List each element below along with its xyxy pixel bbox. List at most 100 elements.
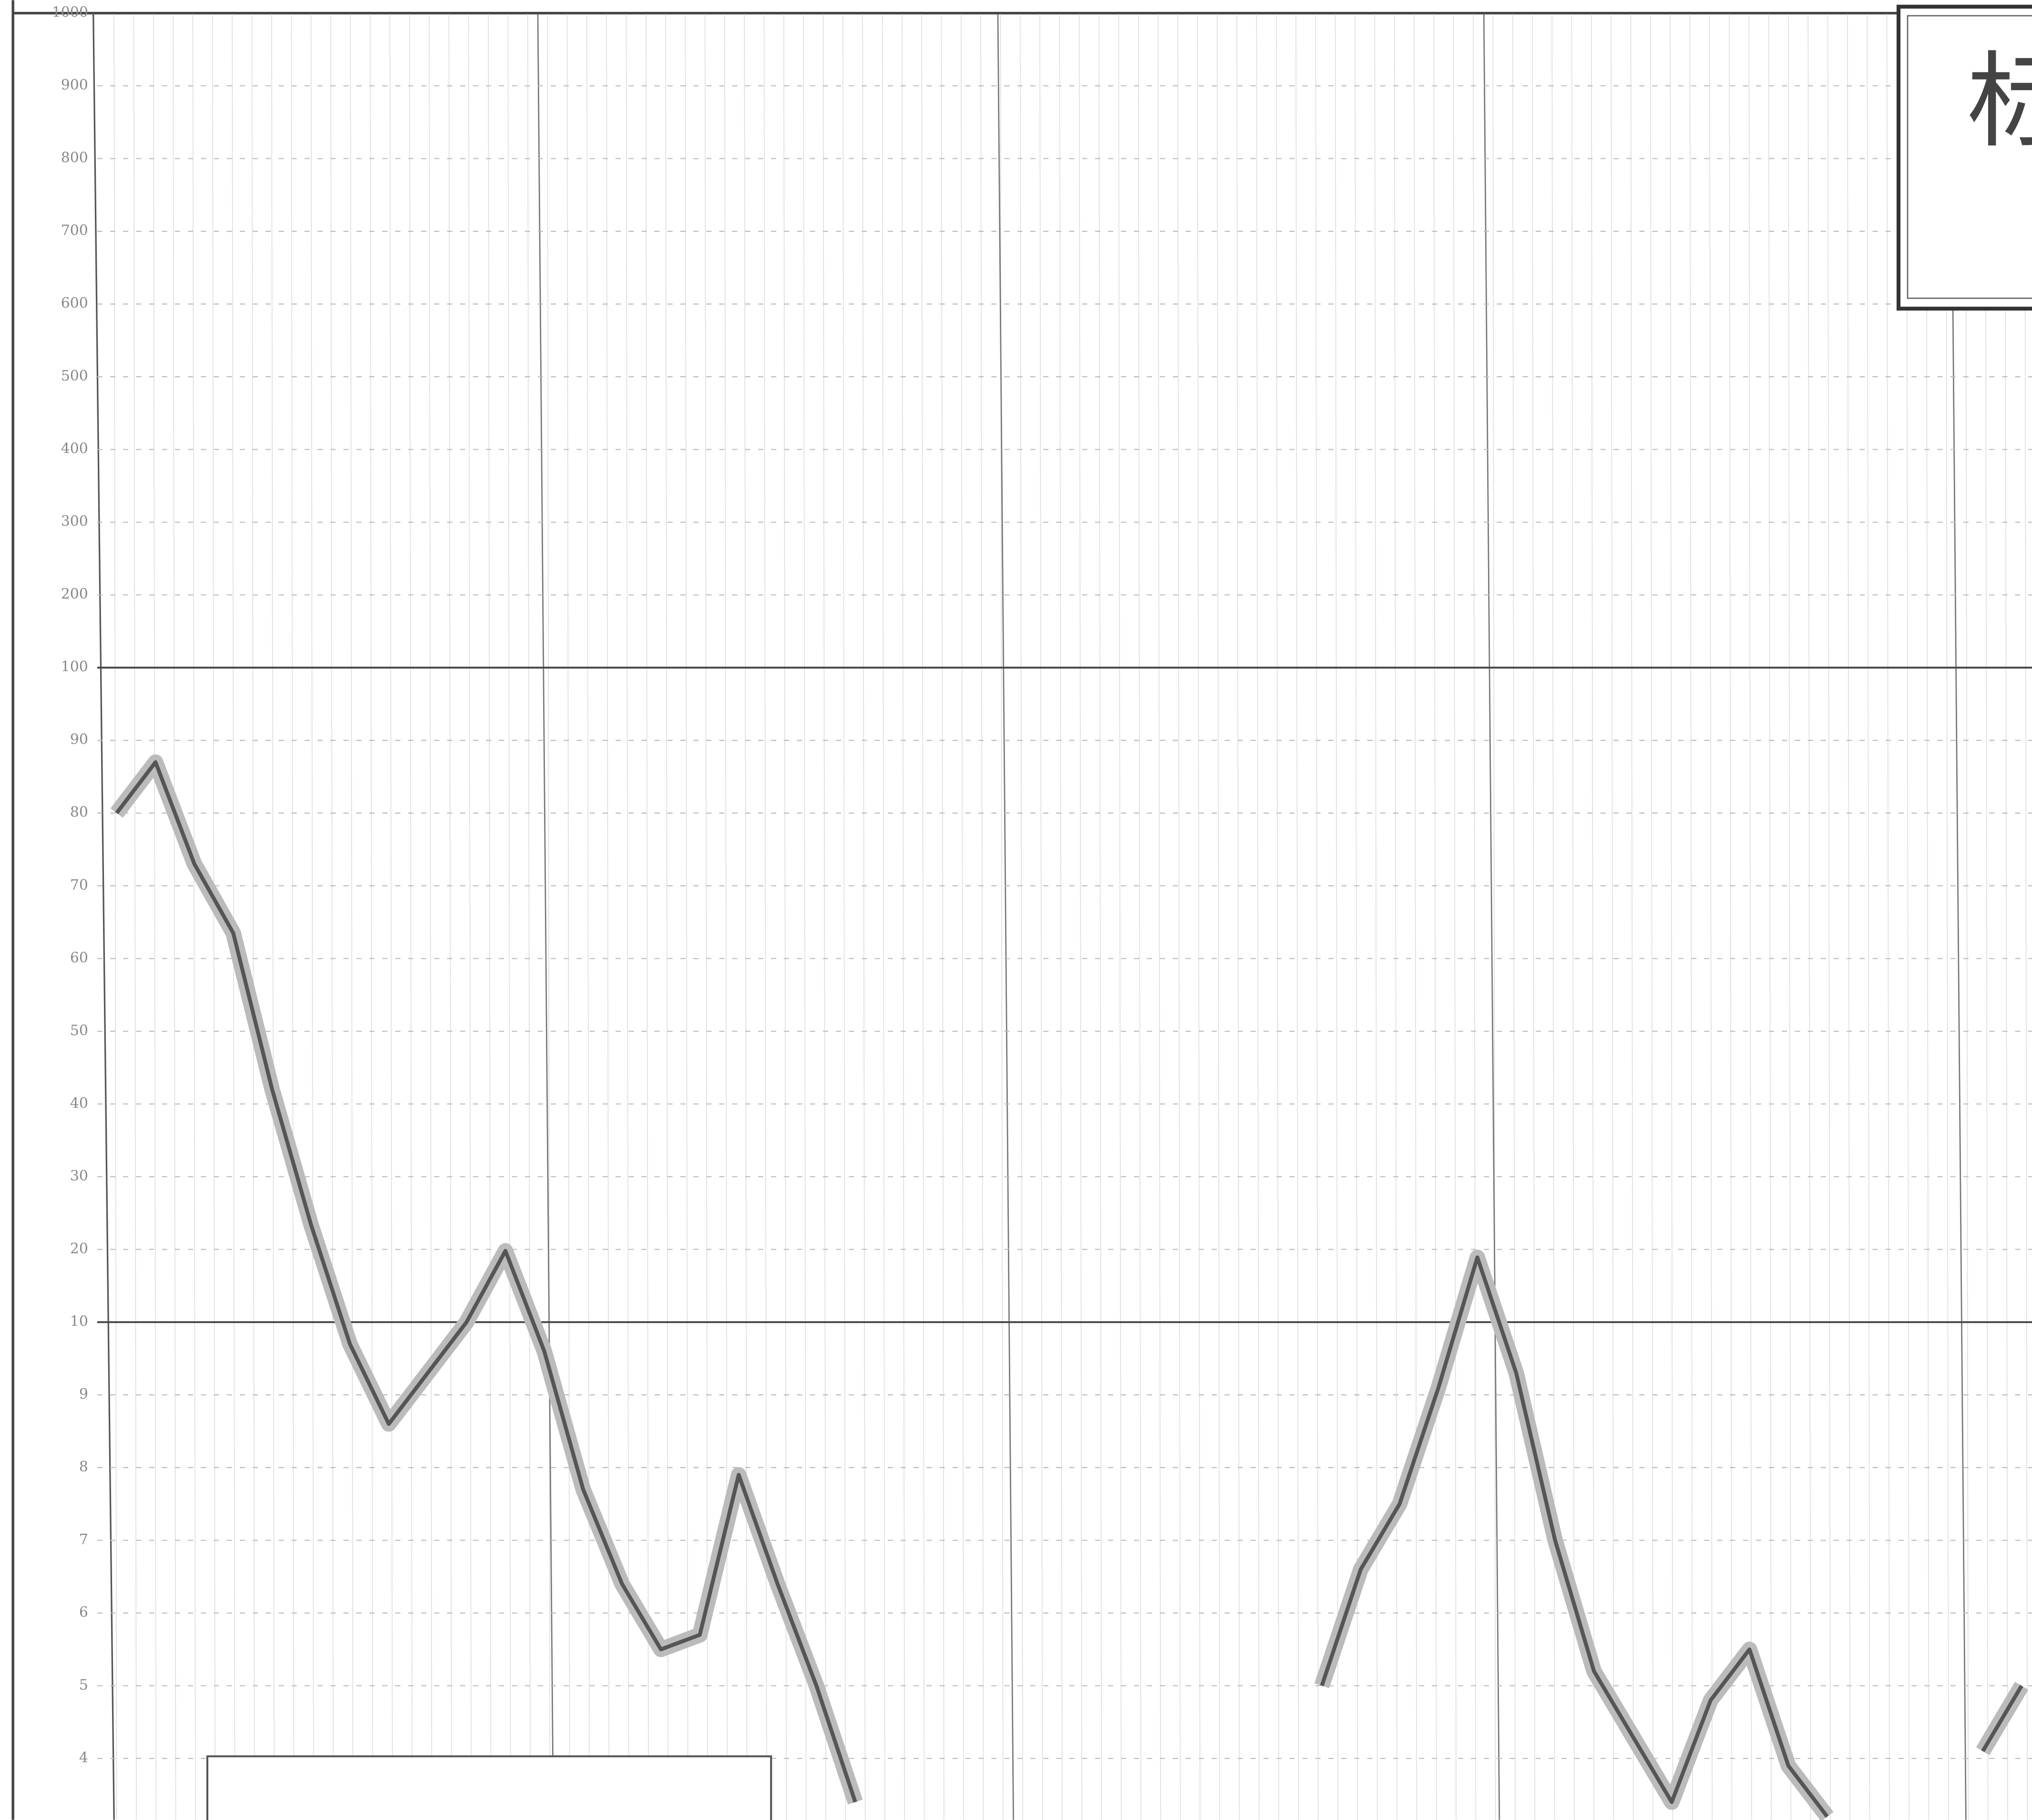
paper-line bbox=[842, 13, 846, 1820]
y-tick-label: 9 bbox=[79, 1386, 88, 1402]
paper-line bbox=[389, 13, 393, 1820]
paper-line bbox=[1217, 13, 1221, 1820]
y-tick-label: 900 bbox=[61, 77, 88, 93]
paper-line bbox=[192, 13, 196, 1820]
paper-line bbox=[1078, 13, 1082, 1820]
paper-line bbox=[291, 13, 295, 1820]
paper-line bbox=[1709, 13, 1713, 1820]
paper-line bbox=[921, 13, 925, 1820]
y-tick-label: 30 bbox=[70, 1168, 88, 1184]
paper-line bbox=[251, 13, 255, 1820]
paper-line bbox=[1098, 13, 1102, 1820]
paper-line bbox=[133, 13, 137, 1820]
y-tick-label: 200 bbox=[61, 586, 88, 603]
y-tick-label: 7 bbox=[79, 1531, 88, 1548]
paper-line bbox=[1926, 13, 1929, 1820]
paper-line bbox=[1611, 13, 1614, 1820]
y-tick-label: 80 bbox=[70, 804, 88, 821]
paper-line bbox=[1177, 13, 1181, 1820]
paper-line bbox=[1591, 13, 1595, 1820]
major-vertical bbox=[1950, 13, 1967, 1820]
paper-line bbox=[1512, 13, 1516, 1820]
paper-line bbox=[1768, 13, 1772, 1820]
chart-title: 标 bbox=[1967, 41, 2032, 162]
paper-line bbox=[1492, 13, 1496, 1820]
paper-line bbox=[980, 13, 984, 1820]
y-tick-label: 6 bbox=[79, 1604, 88, 1621]
paper-line bbox=[1059, 13, 1063, 1820]
paper-line bbox=[1906, 13, 1910, 1820]
y-tick-label: 20 bbox=[70, 1240, 88, 1257]
paper-line bbox=[310, 13, 314, 1820]
paper-line bbox=[1295, 13, 1299, 1820]
paper-line bbox=[1019, 13, 1023, 1820]
paper-line bbox=[271, 13, 275, 1820]
title-box-inner bbox=[1907, 15, 2032, 299]
title-box bbox=[1896, 4, 2032, 311]
paper-line bbox=[1355, 13, 1358, 1820]
paper-line bbox=[704, 13, 708, 1820]
paper-line bbox=[369, 13, 373, 1820]
paper-line bbox=[1827, 13, 1831, 1820]
paper-line bbox=[763, 13, 767, 1820]
paper-line bbox=[1374, 13, 1378, 1820]
paper-line bbox=[1650, 13, 1654, 1820]
paper-line bbox=[783, 13, 787, 1820]
paper-line bbox=[1433, 13, 1437, 1820]
y-tick-label: 50 bbox=[70, 1022, 88, 1039]
paper-line bbox=[1729, 13, 1733, 1820]
y-tick-label: 600 bbox=[61, 295, 88, 312]
major-vertical bbox=[997, 13, 1014, 1820]
paper-line bbox=[1571, 13, 1575, 1820]
paper-line bbox=[1867, 13, 1870, 1820]
paper-line bbox=[822, 13, 826, 1820]
paper-line bbox=[1453, 13, 1457, 1820]
y-tick-label: 100 bbox=[61, 658, 88, 675]
paper-line bbox=[1414, 13, 1417, 1820]
paper-line bbox=[803, 13, 807, 1820]
price-line bbox=[115, 760, 2023, 1818]
y-tick-label: 800 bbox=[61, 150, 88, 166]
paper-line bbox=[232, 13, 236, 1820]
paper-line bbox=[1807, 13, 1811, 1820]
paper-line bbox=[960, 13, 965, 1820]
paper-line bbox=[901, 13, 905, 1820]
y-tick-label: 10 bbox=[70, 1313, 88, 1330]
paper-line bbox=[882, 13, 885, 1820]
paper-line bbox=[626, 13, 629, 1820]
paper-line bbox=[409, 13, 413, 1820]
y-tick-label: 40 bbox=[70, 1095, 88, 1111]
paper-line bbox=[1847, 13, 1851, 1820]
paper-line bbox=[606, 13, 610, 1820]
paper-line bbox=[1275, 13, 1280, 1820]
paper-line bbox=[1788, 13, 1792, 1820]
paper-line bbox=[1473, 13, 1477, 1820]
paper-line bbox=[153, 13, 157, 1820]
y-tick-label: 5 bbox=[79, 1676, 88, 1693]
paper-line bbox=[1748, 13, 1752, 1820]
paper-line bbox=[527, 13, 531, 1820]
vertical-grid bbox=[113, 13, 2028, 1820]
paper-line bbox=[1039, 13, 1043, 1820]
y-tick-label: 8 bbox=[79, 1459, 88, 1475]
paper-line bbox=[173, 13, 176, 1820]
paper-line bbox=[468, 13, 472, 1820]
paper-line bbox=[448, 13, 452, 1820]
major-vertical bbox=[537, 13, 554, 1820]
paper-line bbox=[1670, 13, 1673, 1820]
y-tick-label: 1000 bbox=[52, 4, 88, 21]
paper-line bbox=[1138, 13, 1141, 1820]
paper-line bbox=[665, 13, 669, 1820]
plot bbox=[110, 754, 2029, 1820]
paper-line bbox=[941, 13, 944, 1820]
paper-line bbox=[685, 13, 688, 1820]
y-tick-label: 500 bbox=[61, 368, 88, 384]
paper-line bbox=[507, 13, 511, 1820]
paper-line bbox=[1965, 13, 1969, 1820]
paper-line bbox=[1158, 13, 1161, 1820]
paper-line bbox=[488, 13, 492, 1820]
y-tick-label: 60 bbox=[70, 949, 88, 966]
y-tick-label: 700 bbox=[61, 222, 88, 239]
